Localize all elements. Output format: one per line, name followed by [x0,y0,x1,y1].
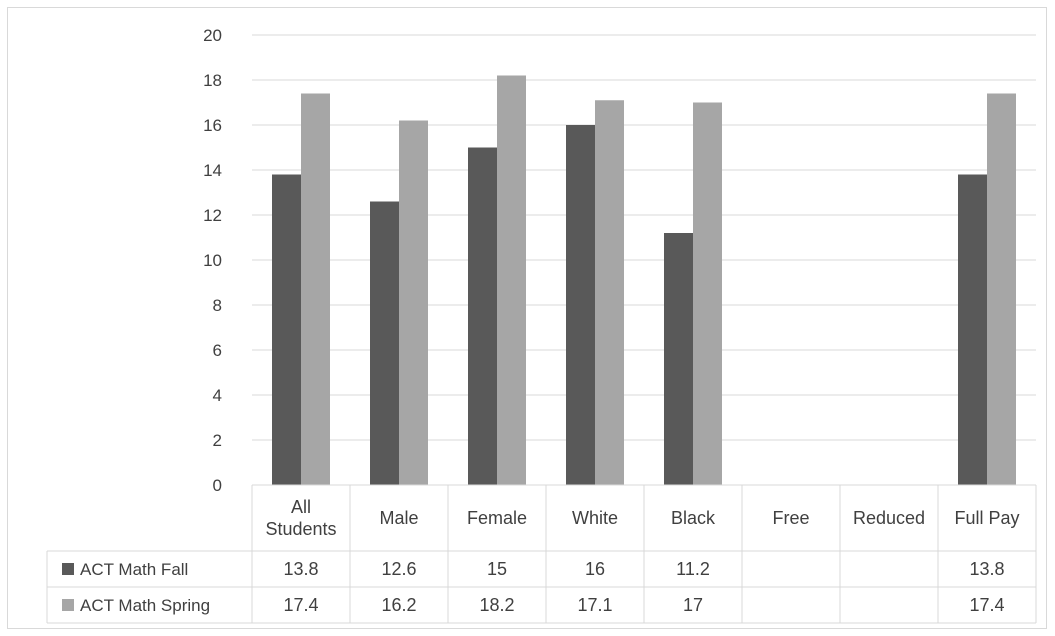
data-table: All Students Male Female White Black Free Reduc… [46,484,1037,624]
category-label: Full Pay [954,508,1019,528]
data-table-value: 16 [585,559,605,579]
bar-fall [664,233,693,485]
y-tick-label: 4 [213,386,222,405]
data-table-value: 18.2 [479,595,514,615]
category-label: Male [379,508,418,528]
y-tick-label: 12 [203,206,222,225]
data-table-value: 17 [683,595,703,615]
category-label: Free [772,508,809,528]
data-table-value: 13.8 [283,559,318,579]
data-table-value: 13.8 [969,559,1004,579]
data-table-value: 12.6 [381,559,416,579]
y-tick-label: 16 [203,116,222,135]
bar-spring [301,93,330,485]
bar-spring [399,120,428,485]
bar-spring [595,100,624,485]
y-tick-label: 10 [203,251,222,270]
y-axis-ticks: 0 2 4 6 8 10 12 14 16 18 20 [203,26,222,495]
data-table-value: 11.2 [676,559,710,579]
data-table-value: 17.4 [969,595,1004,615]
y-tick-label: 6 [213,341,222,360]
y-tick-label: 18 [203,71,222,90]
bar-spring [693,102,722,485]
data-table-value: 15 [487,559,507,579]
bar-fall [272,174,301,485]
bar-spring [987,93,1016,485]
bar-fall [566,125,595,485]
gridlines [252,34,1036,441]
data-table-value: 17.4 [283,595,318,615]
category-label: Female [467,508,527,528]
legend-key [62,563,74,575]
y-tick-label: 8 [213,296,222,315]
category-label: All Students [265,497,336,539]
bar-fall [958,174,987,485]
legend-key [62,599,74,611]
bars [272,75,1016,485]
data-table-value: 17.1 [577,595,612,615]
y-tick-label: 20 [203,26,222,45]
y-tick-label: 0 [213,476,222,495]
legend-label: ACT Math Fall [80,560,188,579]
data-table-value: 16.2 [381,595,416,615]
bar-fall [468,147,497,485]
y-tick-label: 14 [203,161,222,180]
category-label: Black [671,508,716,528]
legend-label: ACT Math Spring [80,596,210,615]
bar-fall [370,201,399,485]
y-tick-label: 2 [213,431,222,450]
bar-spring [497,75,526,485]
category-label: Reduced [853,508,925,528]
category-label: White [572,508,618,528]
